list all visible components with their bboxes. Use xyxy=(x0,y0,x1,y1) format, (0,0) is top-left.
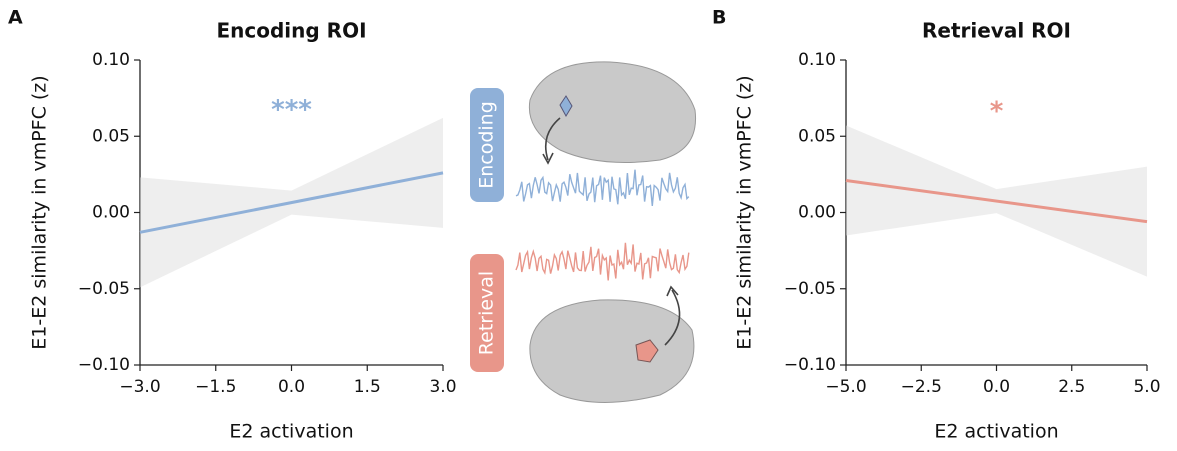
signal xyxy=(515,169,690,206)
arrow-head xyxy=(666,285,679,297)
y-tick-label: 0.10 xyxy=(92,50,130,70)
y-tick-label: −0.05 xyxy=(784,279,836,299)
x-axis-label: E2 activation xyxy=(934,421,1058,443)
y-tick-label: 0.05 xyxy=(92,126,130,146)
y-tick-label: 0.05 xyxy=(798,126,836,146)
y-tick-label: −0.05 xyxy=(78,279,130,299)
y-tick-label: 0.00 xyxy=(92,203,130,223)
regression-line xyxy=(845,178,1148,224)
significance: *** xyxy=(271,95,312,125)
x-tick-label: 3.0 xyxy=(429,377,456,397)
y-tick-label: 0.00 xyxy=(798,203,836,223)
panel-letter: B xyxy=(712,7,726,29)
label-box xyxy=(470,254,504,372)
illustration-label: Retrieval xyxy=(476,271,498,355)
panel-letter: A xyxy=(8,7,23,29)
signal xyxy=(515,242,690,281)
y-axis-label: E1-E2 similarity in vmPFC (z) xyxy=(734,75,756,349)
chart-title: Encoding ROI xyxy=(216,19,366,43)
x-tick-label: −3.0 xyxy=(119,377,160,397)
label-box xyxy=(470,88,504,202)
roi-encoding xyxy=(559,95,573,118)
y-tick-label: −0.10 xyxy=(784,355,836,375)
significance: * xyxy=(990,96,1004,126)
brain-bottom xyxy=(529,299,695,403)
x-tick-label: 2.5 xyxy=(1058,377,1085,397)
x-tick-label: −1.5 xyxy=(195,377,236,397)
x-tick-label: 0.0 xyxy=(983,377,1010,397)
x-tick-label: −2.5 xyxy=(901,377,942,397)
roi-retrieval xyxy=(635,339,659,363)
x-tick-label: 1.5 xyxy=(354,377,381,397)
x-tick-label: −5.0 xyxy=(825,377,866,397)
y-axis-label: E1-E2 similarity in vmPFC (z) xyxy=(29,75,51,349)
arrow xyxy=(544,117,561,161)
illustration: Encoding Retrieval xyxy=(470,61,697,403)
chart-title: Retrieval ROI xyxy=(922,19,1071,43)
arrow-head xyxy=(542,152,554,165)
illustration-label: Encoding xyxy=(476,101,498,189)
x-axis-label: E2 activation xyxy=(229,421,353,443)
y-tick-label: −0.10 xyxy=(78,355,130,375)
brain-top xyxy=(528,61,697,163)
x-tick-label: 5.0 xyxy=(1133,377,1160,397)
x-tick-label: 0.0 xyxy=(278,377,305,397)
arrow xyxy=(664,289,681,346)
regression-line xyxy=(139,171,444,234)
y-tick-label: 0.10 xyxy=(798,50,836,70)
